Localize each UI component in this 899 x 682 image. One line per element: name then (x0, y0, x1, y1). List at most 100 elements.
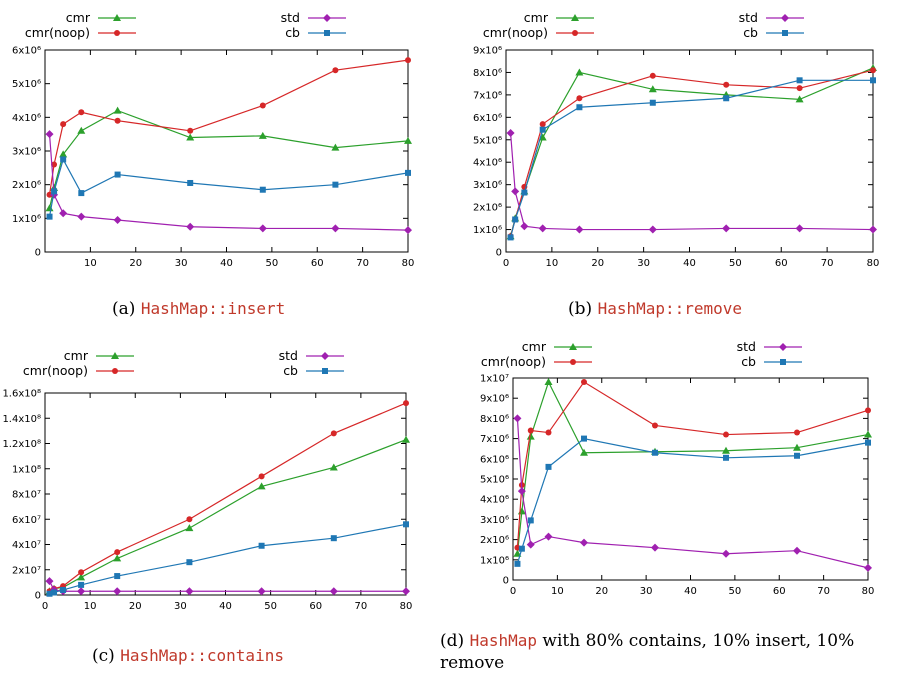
data-point-cmr_noop (649, 72, 656, 79)
legend-marker-std (321, 352, 329, 360)
legend-label-cb: cb (743, 25, 758, 40)
data-point-cb (259, 186, 266, 193)
data-point-cb (186, 559, 193, 566)
series-line-cmr_noop (48, 59, 409, 195)
data-point-cb (539, 126, 546, 133)
x-tick-label: 20 (595, 586, 608, 597)
data-point-cb (581, 435, 587, 442)
legend-label-std: std (739, 10, 758, 25)
data-point-cmr_noop (51, 161, 58, 168)
x-tick-label: 20 (129, 601, 142, 612)
x-tick-label: 80 (402, 258, 415, 269)
x-tick-label: 80 (400, 601, 413, 612)
data-point-cmr (526, 432, 535, 440)
data-point-cmr_noop (332, 67, 339, 74)
data-point-cb (521, 189, 528, 196)
series-line-cmr_noop (49, 402, 407, 592)
data-point-cmr (795, 95, 804, 103)
data-point-cb (514, 560, 521, 567)
data-point-cmr (404, 136, 412, 144)
x-tick-label: 20 (591, 258, 604, 269)
data-point-cb (78, 190, 85, 197)
data-point-cb (114, 573, 121, 580)
data-point-std (511, 187, 520, 196)
y-tick-label: 1x10⁶ (473, 225, 502, 236)
data-point-std (544, 532, 553, 541)
caption-b-code: HashMap::remove (597, 299, 743, 318)
legend-label-std: std (279, 348, 298, 363)
data-point-std (59, 209, 68, 218)
data-point-std (526, 540, 535, 549)
x-tick-label: 50 (264, 601, 277, 612)
x-tick-label: 70 (355, 601, 368, 612)
data-point-cmr_noop (652, 422, 658, 429)
data-point-cmr (257, 482, 266, 490)
data-point-std (186, 222, 195, 231)
y-tick-label: 9x10⁶ (480, 394, 509, 405)
caption-b: (b) HashMap::remove (568, 298, 742, 320)
data-point-cb (796, 77, 803, 84)
legend-marker-cmr_noop (112, 368, 118, 374)
legend-marker-std (781, 14, 789, 22)
series-line-cmr (48, 109, 409, 209)
data-point-cb (78, 581, 85, 588)
data-point-cb (723, 95, 730, 102)
data-point-cmr (580, 448, 588, 456)
data-point-cmr (793, 443, 801, 451)
data-point-cb (332, 181, 339, 188)
x-tick-label: 10 (84, 258, 97, 269)
y-tick-label: 2x10⁶ (12, 180, 41, 191)
data-point-cmr (185, 524, 194, 532)
series-line-cb (49, 523, 407, 595)
x-tick-label: 40 (220, 258, 233, 269)
data-point-cmr_noop (114, 117, 121, 124)
x-tick-label: 70 (356, 258, 369, 269)
x-tick-label: 0 (42, 601, 48, 612)
y-tick-label: 8x10⁶ (480, 414, 509, 425)
data-point-std (404, 226, 412, 235)
data-point-cmr (331, 143, 340, 151)
data-point-cmr (575, 68, 584, 76)
caption-a-tag: (a) (112, 299, 136, 319)
x-tick-label: 60 (309, 601, 322, 612)
data-point-cmr_noop (723, 431, 729, 438)
data-point-std (517, 487, 526, 496)
x-tick-label: 0 (503, 258, 509, 269)
data-point-std (538, 224, 547, 233)
y-tick-label: 2x10⁶ (473, 203, 502, 214)
data-point-cmr (402, 435, 410, 443)
x-tick-label: 10 (546, 258, 559, 269)
legend-label-cmr: cmr (524, 10, 549, 25)
data-point-cmr_noop (46, 191, 53, 198)
x-tick-label: 80 (867, 258, 880, 269)
data-point-cmr_noop (403, 400, 409, 407)
data-point-cb (60, 586, 67, 593)
legend-marker-cmr_noop (570, 359, 576, 365)
legend-marker-cmr_noop (114, 30, 120, 36)
y-tick-label: 4x10⁷ (12, 540, 41, 551)
data-point-std (722, 224, 731, 233)
y-tick-label: 1x10⁶ (12, 214, 41, 225)
data-point-cmr (648, 85, 657, 93)
series-line-cb (516, 437, 869, 565)
y-tick-label: 1.6x10⁸ (2, 389, 41, 400)
y-tick-label: 1x10⁷ (480, 374, 509, 385)
data-point-cb (794, 452, 800, 459)
chart-3: 0 1x10⁶ 2x10⁶ 3x10⁶ 4x10⁶ 5x10⁶ 6x10⁶ 7x10⁶ 8x10… (480, 339, 874, 597)
x-tick-label: 0 (510, 586, 516, 597)
data-point-cmr_noop (539, 121, 546, 128)
data-point-std (869, 225, 877, 234)
data-point-std (185, 587, 194, 596)
caption-a: (a) HashMap::insert (112, 298, 285, 320)
data-point-std (77, 212, 86, 221)
y-tick-label: 9x10⁶ (473, 46, 502, 57)
x-tick-label: 30 (175, 258, 188, 269)
x-tick-label: 60 (311, 258, 324, 269)
y-tick-label: 2x10⁶ (480, 535, 509, 546)
data-point-std (513, 414, 522, 423)
data-point-cb (865, 439, 871, 446)
y-tick-label: 4x10⁶ (480, 495, 509, 506)
data-point-std (520, 222, 529, 231)
y-tick-label: 7x10⁶ (480, 434, 509, 445)
